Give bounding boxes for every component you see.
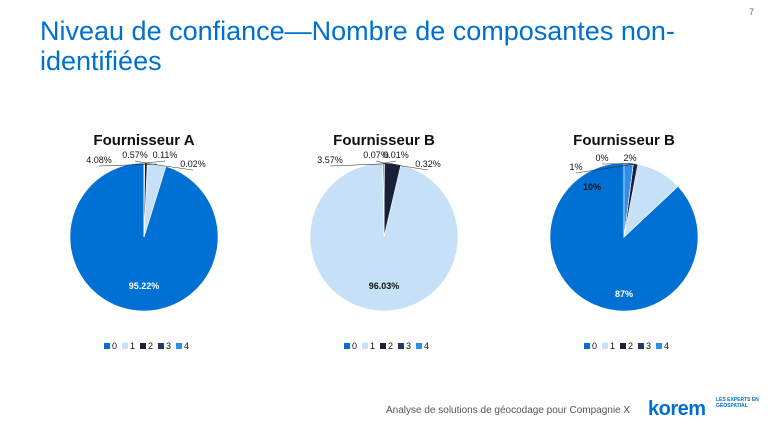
data-label-2: 3.57% <box>317 155 343 165</box>
data-label-3: 0% <box>595 153 608 163</box>
legend-swatch-4 <box>656 343 662 349</box>
legend-label-2: 2 <box>388 341 393 351</box>
data-label-4: 0.02% <box>180 159 206 169</box>
leader-line <box>375 160 385 164</box>
legend-label-3: 3 <box>406 341 411 351</box>
data-label-2: 1% <box>569 162 582 172</box>
legend-label-1: 1 <box>370 341 375 351</box>
pie-chart-svg: 87% 10%1% 0% 2% 0 1 2 3 4 <box>549 153 699 351</box>
chart-title: Fournisseur A <box>93 132 195 149</box>
legend-swatch-4 <box>416 343 422 349</box>
legend-label-3: 3 <box>646 341 651 351</box>
korem-logo: korem <box>648 398 706 420</box>
data-label-1: 4.08% <box>86 155 112 165</box>
chart-title: Fournisseur B <box>573 132 675 149</box>
logo-tagline: LES EXPERTS EN GÉOSPATIAL <box>716 397 759 409</box>
legend-label-4: 4 <box>664 341 669 351</box>
chart-title: Fournisseur B <box>333 132 435 149</box>
legend-swatch-1 <box>602 343 608 349</box>
legend-swatch-3 <box>158 343 164 349</box>
data-label-0: 95.22% <box>129 281 160 291</box>
footer-text: Analyse de solutions de géocodage pour C… <box>386 405 631 416</box>
leader-line <box>329 163 393 167</box>
leader-line <box>628 162 631 165</box>
legend-swatch-1 <box>362 343 368 349</box>
data-label-2: 0.57% <box>122 150 148 160</box>
leader-line <box>383 160 397 164</box>
legend-label-0: 0 <box>352 341 357 351</box>
legend-label-1: 1 <box>610 341 615 351</box>
legend-swatch-0 <box>104 343 110 349</box>
leader-line <box>575 163 636 174</box>
leader-line <box>98 163 157 167</box>
data-label-4: 2% <box>623 153 636 163</box>
legend-label-4: 4 <box>424 341 429 351</box>
data-label-1: 10% <box>583 182 601 192</box>
legend-swatch-4 <box>176 343 182 349</box>
page-number: 7 <box>748 7 754 17</box>
data-label-0: 87% <box>615 289 633 299</box>
legend-swatch-0 <box>344 343 350 349</box>
legend-label-3: 3 <box>166 341 171 351</box>
leader-line <box>134 160 146 164</box>
pie-slice-0 <box>69 162 219 312</box>
legend-swatch-2 <box>140 343 146 349</box>
data-label-0: 0.32% <box>415 159 441 169</box>
leader-line <box>383 162 429 171</box>
data-label-3: 0.07% <box>363 150 389 160</box>
data-label-4: 0.01% <box>383 150 409 160</box>
slide-title: Niveau de confiance—Nombre de composante… <box>40 16 675 76</box>
legend-swatch-1 <box>122 343 128 349</box>
leader-line <box>144 160 166 164</box>
data-label-3: 0.11% <box>153 150 178 160</box>
leader-line <box>144 162 194 171</box>
legend-label-1: 1 <box>130 341 135 351</box>
legend-label-0: 0 <box>112 341 117 351</box>
pie-chart-svg: 95.22% 4.08% 0.57% 0.11%0.02% 0 1 2 3 4 <box>69 150 219 351</box>
legend-swatch-2 <box>380 343 386 349</box>
legend-swatch-3 <box>398 343 404 349</box>
legend-swatch-3 <box>638 343 644 349</box>
legend-label-2: 2 <box>628 341 633 351</box>
data-label-1: 96.03% <box>369 281 400 291</box>
pie-chart-svg: 0.32% 96.03% 3.57% 0.07%0.01% 0 1 2 3 4 <box>309 150 459 351</box>
legend-label-0: 0 <box>592 341 597 351</box>
legend-label-2: 2 <box>148 341 153 351</box>
legend-label-4: 4 <box>184 341 189 351</box>
legend-swatch-2 <box>620 343 626 349</box>
legend-swatch-0 <box>584 343 590 349</box>
